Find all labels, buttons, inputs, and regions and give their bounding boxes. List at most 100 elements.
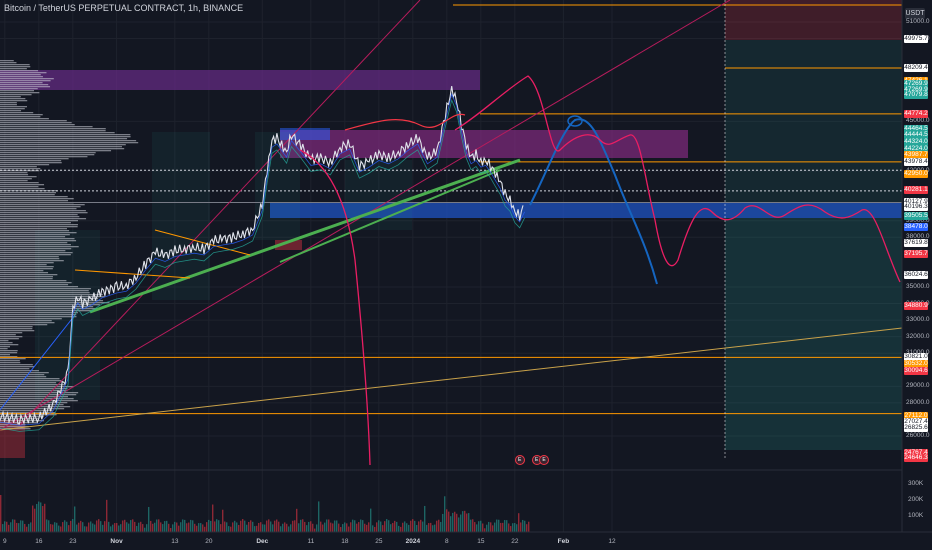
volume-bar	[200, 523, 202, 532]
time-tick: 15	[477, 538, 485, 545]
volume-bar	[292, 520, 294, 532]
volume-bar	[402, 522, 404, 532]
volume-bar	[168, 523, 170, 532]
price-label-badge: 36024.6	[904, 270, 928, 279]
volume-bar	[150, 520, 152, 532]
profile-bar	[0, 348, 8, 350]
volume-bar	[510, 526, 512, 532]
profile-bar	[0, 104, 17, 106]
profile-bar	[0, 62, 17, 64]
profile-bar	[0, 376, 47, 378]
volume-bar	[376, 522, 378, 532]
profile-bar	[0, 90, 35, 92]
profile-bar	[0, 302, 110, 304]
profile-bar	[0, 256, 59, 258]
ma-line-teal	[0, 98, 525, 432]
volume-bar	[158, 519, 160, 532]
volume-bar	[386, 519, 388, 532]
volume-bar	[330, 522, 332, 532]
price-tick: 26000.0	[906, 432, 930, 439]
volume-bar	[100, 521, 102, 532]
profile-bar	[0, 182, 39, 184]
volume-bar	[36, 503, 38, 532]
volume-bar	[102, 524, 104, 532]
volume-bar	[188, 522, 190, 532]
blue-line	[0, 314, 76, 411]
profile-bar	[0, 66, 31, 68]
volume-bar	[60, 526, 62, 532]
profile-bar	[0, 284, 69, 286]
price-label-badge: 30532.0	[904, 359, 928, 368]
volume-bar	[246, 524, 248, 532]
volume-bar	[48, 520, 50, 532]
drawing-boxes[interactable]	[0, 0, 902, 458]
volume-bar	[478, 521, 480, 532]
volume-bar	[340, 527, 342, 532]
volume-bar	[192, 520, 194, 532]
profile-bar	[0, 286, 79, 288]
volume-bar	[8, 524, 10, 532]
profile-bar	[0, 260, 64, 262]
profile-bar	[0, 242, 68, 244]
volume-bar	[320, 521, 322, 532]
time-tick: 25	[375, 538, 383, 545]
volume-bar	[298, 523, 300, 532]
time-tick: 9	[3, 538, 7, 545]
support-zone	[270, 203, 902, 218]
profile-bar	[0, 342, 13, 344]
volume-bar	[52, 524, 54, 532]
forecast-blue-path	[529, 118, 658, 285]
forecast-paths[interactable]	[299, 75, 901, 466]
volume-bar	[112, 524, 114, 532]
volume-tick: 200K	[908, 496, 924, 503]
volume-bar	[92, 523, 94, 532]
volume-bar	[296, 508, 298, 532]
earnings-event-icon[interactable]: E	[539, 455, 549, 465]
volume-bar	[300, 519, 302, 532]
profile-bar	[0, 146, 122, 148]
profile-bar	[0, 114, 43, 116]
volume-bar	[252, 521, 254, 532]
profile-bar	[0, 230, 70, 232]
profile-bar	[0, 422, 38, 424]
chart-title: Bitcoin / TetherUS PERPETUAL CONTRACT, 1…	[4, 3, 244, 13]
profile-bar	[0, 274, 58, 276]
price-line	[0, 86, 524, 425]
profile-bar	[0, 108, 25, 110]
profile-bar	[0, 98, 26, 100]
volume-bar	[426, 524, 428, 532]
price-label-badge: 42950.0	[904, 169, 928, 178]
volume-bar	[392, 522, 394, 532]
volume-bar	[110, 526, 112, 532]
volume-bar	[256, 525, 258, 532]
profile-bar	[0, 232, 77, 234]
price-series	[0, 86, 525, 432]
currency-button[interactable]: USDT	[905, 8, 925, 19]
profile-bar	[0, 312, 78, 314]
profile-bar	[0, 60, 14, 62]
profile-bar	[0, 82, 43, 84]
profile-bar	[0, 378, 60, 380]
volume-bar	[214, 521, 216, 532]
volume-bar	[460, 514, 462, 532]
profile-bar	[0, 314, 77, 316]
profile-bar	[0, 352, 18, 354]
profile-bar	[0, 334, 16, 336]
trend-lines[interactable]	[0, 0, 903, 431]
volume-bar	[418, 521, 420, 532]
long-trend-line	[0, 327, 903, 431]
price-label-badge: 47269.9	[904, 85, 928, 94]
volume-bar	[134, 521, 136, 532]
volume-bar	[506, 520, 508, 532]
profile-bar	[0, 70, 39, 72]
volume-bar	[326, 519, 328, 532]
volume-bar	[124, 519, 126, 532]
volume-bar	[492, 525, 494, 532]
profile-bar	[0, 64, 30, 66]
time-tick: 22	[511, 538, 519, 545]
price-tick: 45000.0	[906, 117, 930, 125]
earnings-event-icon[interactable]: E	[514, 455, 525, 465]
profile-bar	[0, 288, 91, 290]
volume-bar	[66, 521, 68, 532]
